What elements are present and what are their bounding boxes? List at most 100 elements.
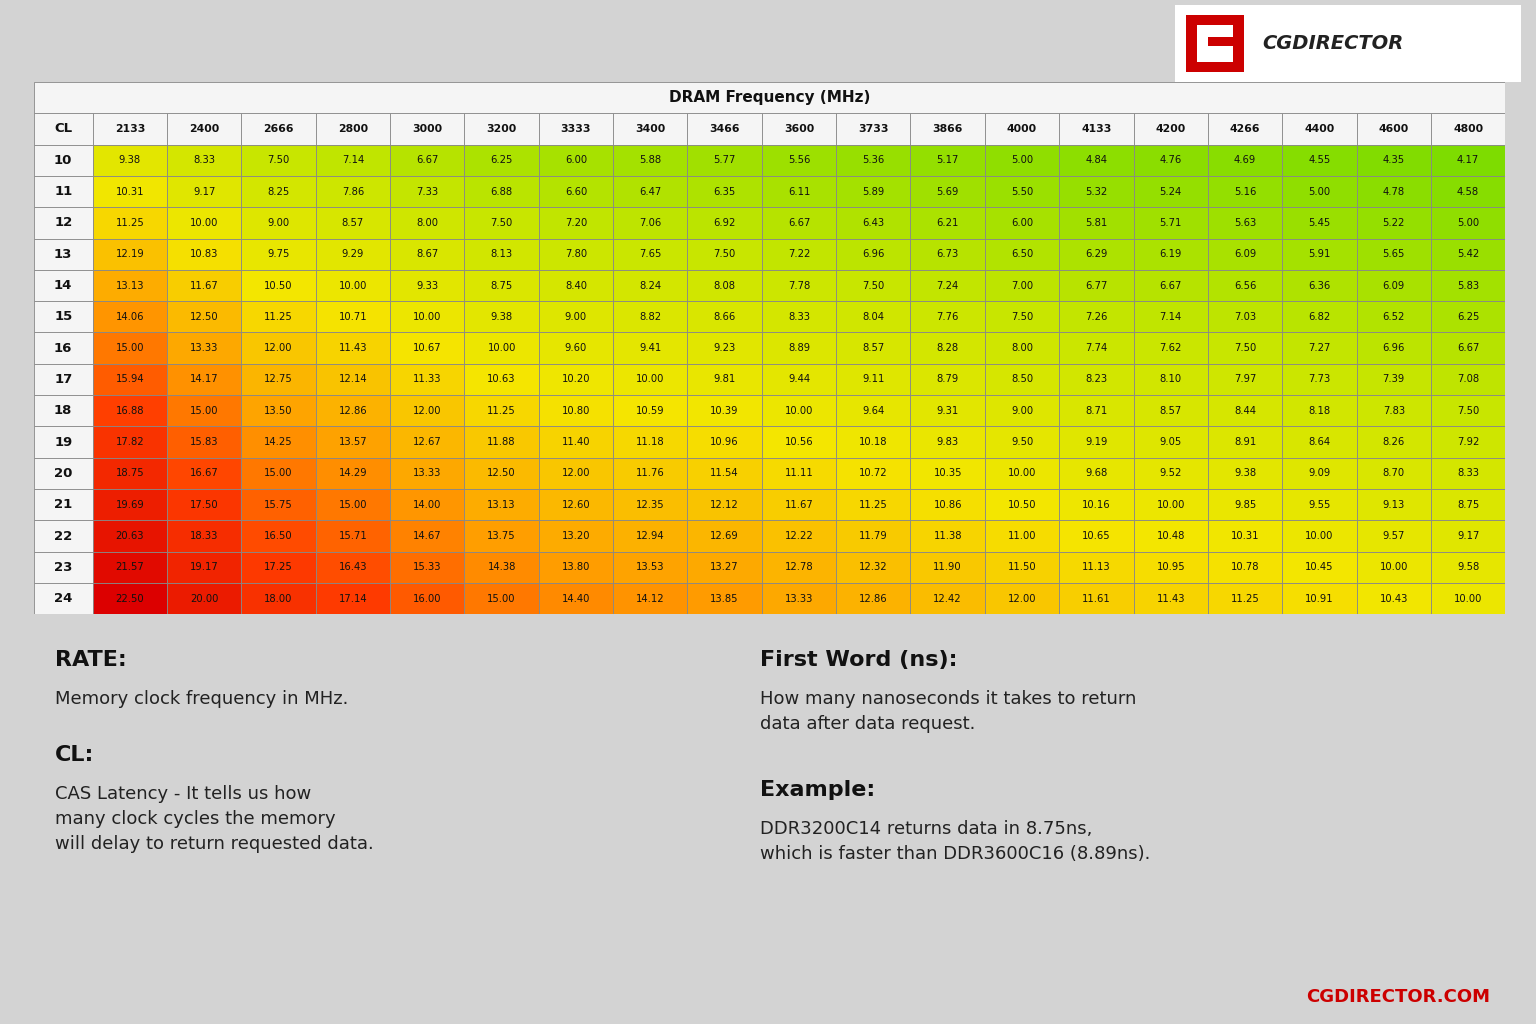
Text: 12.69: 12.69 [710,531,739,541]
Bar [836,301,911,333]
Text: 12.42: 12.42 [934,594,962,604]
Bar [390,426,464,458]
Text: 15.00: 15.00 [338,500,367,510]
Text: 10.63: 10.63 [487,375,516,384]
Bar [1283,270,1356,301]
Text: 9.60: 9.60 [565,343,587,353]
Text: 6.11: 6.11 [788,186,809,197]
Text: Example:: Example: [760,779,876,800]
Text: 11.25: 11.25 [1230,594,1260,604]
Bar [464,144,539,176]
Bar [34,489,92,520]
Bar [1060,364,1134,395]
Text: 4.84: 4.84 [1086,156,1107,165]
Bar [836,114,911,144]
Text: 11.25: 11.25 [264,312,293,322]
Bar [464,114,539,144]
Bar [911,489,985,520]
Bar [1134,426,1207,458]
Bar [1283,333,1356,364]
Bar [539,301,613,333]
Bar [836,426,911,458]
Text: 5.83: 5.83 [1458,281,1479,291]
Bar [1060,239,1134,270]
Text: 16.00: 16.00 [413,594,441,604]
Bar [34,144,92,176]
Bar [1283,426,1356,458]
Text: 8.75: 8.75 [490,281,513,291]
Text: 14.40: 14.40 [562,594,590,604]
Text: 12.86: 12.86 [338,406,367,416]
Bar [464,176,539,207]
Bar [34,395,92,426]
Text: 6.82: 6.82 [1309,312,1330,322]
Bar [464,270,539,301]
Text: 8.33: 8.33 [1458,468,1479,478]
Text: 10.48: 10.48 [1157,531,1184,541]
Text: 12.00: 12.00 [1008,594,1037,604]
Bar [1060,489,1134,520]
Text: 15.00: 15.00 [190,406,218,416]
Bar [1207,114,1283,144]
Text: 7.86: 7.86 [341,186,364,197]
Text: 10.45: 10.45 [1306,562,1333,572]
Text: 5.00: 5.00 [1011,156,1034,165]
Text: 4.55: 4.55 [1309,156,1330,165]
Bar [92,333,167,364]
Bar [539,270,613,301]
Text: 15: 15 [54,310,72,324]
Bar [1060,458,1134,489]
Text: 6.29: 6.29 [1084,249,1107,259]
Text: 10.56: 10.56 [785,437,813,447]
Text: 8.82: 8.82 [639,312,662,322]
Text: 7.33: 7.33 [416,186,438,197]
Text: 9.44: 9.44 [788,375,809,384]
Text: 10.00: 10.00 [636,375,665,384]
Bar [688,552,762,583]
Text: 20.63: 20.63 [115,531,144,541]
Bar [241,239,316,270]
Bar [1432,239,1505,270]
Bar [1432,270,1505,301]
Text: CAS Latency - It tells us how
many clock cycles the memory
will delay to return : CAS Latency - It tells us how many clock… [55,784,373,853]
Bar [1432,395,1505,426]
Bar [762,364,836,395]
Text: 13.53: 13.53 [636,562,665,572]
Text: 11.54: 11.54 [710,468,739,478]
Bar [688,364,762,395]
Bar [464,552,539,583]
Bar [613,489,688,520]
Text: 13.20: 13.20 [562,531,590,541]
Bar [1207,520,1283,552]
Text: 3866: 3866 [932,124,963,134]
Bar [1283,395,1356,426]
Bar [762,552,836,583]
Bar [34,520,92,552]
Bar [464,395,539,426]
Text: 2133: 2133 [115,124,144,134]
Text: 5.88: 5.88 [639,156,662,165]
Text: 6.67: 6.67 [416,156,438,165]
Text: 12.14: 12.14 [338,375,367,384]
Text: 11.11: 11.11 [785,468,814,478]
Text: 9.00: 9.00 [565,312,587,322]
Bar [762,426,836,458]
Text: 7.14: 7.14 [341,156,364,165]
Text: 21.57: 21.57 [115,562,144,572]
Text: 10.83: 10.83 [190,249,218,259]
Bar [1432,583,1505,614]
Text: 22: 22 [54,529,72,543]
Bar [1134,583,1207,614]
Bar [1134,144,1207,176]
Bar [911,583,985,614]
Text: 7.50: 7.50 [714,249,736,259]
Bar [34,458,92,489]
Bar [688,333,762,364]
Bar [92,458,167,489]
Bar [464,207,539,239]
Text: 15.33: 15.33 [413,562,441,572]
Text: RATE:: RATE: [55,649,127,670]
Bar [1356,114,1432,144]
FancyBboxPatch shape [1174,3,1522,84]
Text: Memory clock frequency in MHz.: Memory clock frequency in MHz. [55,689,349,708]
